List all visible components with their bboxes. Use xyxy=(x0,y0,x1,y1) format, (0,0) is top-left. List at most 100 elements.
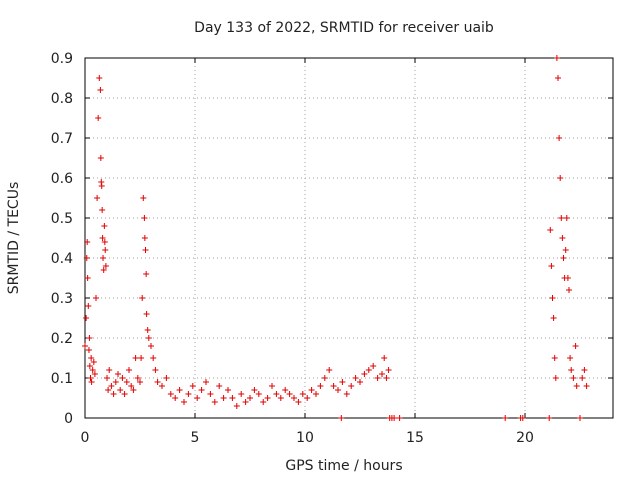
data-point xyxy=(159,383,165,389)
data-point xyxy=(108,383,115,389)
data-point xyxy=(238,391,245,397)
data-point xyxy=(549,295,556,301)
data-point xyxy=(391,415,398,421)
x-tick-label: 10 xyxy=(296,430,314,446)
data-point xyxy=(335,387,341,393)
data-point xyxy=(167,391,174,397)
data-point xyxy=(82,343,88,349)
data-point xyxy=(556,135,563,141)
data-point xyxy=(203,379,209,385)
data-point xyxy=(567,355,574,361)
data-point xyxy=(102,247,109,253)
data-point xyxy=(185,391,192,397)
data-point xyxy=(90,359,97,365)
data-point xyxy=(84,275,91,281)
data-point xyxy=(581,367,588,373)
data-point xyxy=(99,207,106,213)
data-point xyxy=(570,375,577,381)
y-tick-label: 0.2 xyxy=(51,331,73,347)
chart-title: Day 133 of 2022, SRMTID for receiver uai… xyxy=(194,20,494,36)
data-point xyxy=(568,367,575,373)
y-tick-label: 0.4 xyxy=(51,251,73,267)
tick-labels: 0 5 10 15 20 0 0.1 0.2 0.3 0.4 0.5 0.6 0.7 0.8 0.9 xyxy=(51,51,534,446)
data-point xyxy=(115,371,121,377)
data-point xyxy=(189,383,196,389)
data-point xyxy=(112,379,119,385)
data-point xyxy=(383,375,390,381)
data-point xyxy=(140,195,147,201)
data-point xyxy=(348,383,355,389)
data-point xyxy=(143,311,150,317)
data-point xyxy=(86,363,93,369)
data-point xyxy=(220,395,227,401)
data-point xyxy=(553,55,560,61)
data-point xyxy=(566,287,572,293)
data-point xyxy=(555,75,561,81)
data-point xyxy=(560,255,567,261)
grid xyxy=(85,58,613,418)
data-point xyxy=(282,387,289,393)
data-point xyxy=(550,315,557,321)
x-tick-label: 0 xyxy=(81,430,90,446)
data-point xyxy=(277,395,284,401)
data-point xyxy=(144,327,151,333)
data-point xyxy=(142,247,149,253)
data-point xyxy=(233,403,240,409)
data-point xyxy=(551,355,558,361)
data-point xyxy=(87,375,94,381)
data-point xyxy=(295,399,302,405)
data-point xyxy=(374,375,381,381)
data-point xyxy=(502,415,509,421)
data-point xyxy=(264,395,271,401)
data-point xyxy=(255,391,262,397)
data-point xyxy=(299,391,306,397)
data-point xyxy=(84,239,91,245)
data-point xyxy=(381,355,388,361)
data-point xyxy=(102,263,109,269)
data-point xyxy=(117,387,124,393)
y-tick-label: 0 xyxy=(64,411,73,427)
data-point xyxy=(88,355,95,361)
data-point xyxy=(326,367,333,373)
plot-frame xyxy=(84,57,614,419)
data-point xyxy=(357,379,363,385)
data-point xyxy=(308,387,315,393)
data-point xyxy=(130,387,137,393)
data-point xyxy=(291,395,297,401)
y-tick-label: 0.1 xyxy=(51,371,73,387)
data-point xyxy=(562,247,569,253)
data-point xyxy=(163,375,170,381)
data-point xyxy=(557,175,564,181)
data-point xyxy=(106,367,113,373)
data-point xyxy=(85,347,92,353)
data-point xyxy=(105,387,112,393)
data-point xyxy=(216,383,223,389)
data-point xyxy=(145,335,152,341)
data-point xyxy=(361,371,368,377)
y-axis-title: SRMTID / TECUs xyxy=(6,182,22,295)
data-point xyxy=(339,379,346,385)
data-point xyxy=(132,355,139,361)
data-point xyxy=(519,415,526,421)
data-points xyxy=(82,55,590,421)
data-point xyxy=(572,343,579,349)
data-point xyxy=(101,223,108,229)
data-point xyxy=(110,391,117,397)
data-point xyxy=(154,379,161,385)
data-point xyxy=(564,275,571,281)
data-point xyxy=(181,399,187,405)
data-point xyxy=(198,387,205,393)
data-point xyxy=(86,335,93,341)
data-point xyxy=(89,367,96,373)
y-tick-label: 0.9 xyxy=(51,51,73,67)
y-tick-label: 0.8 xyxy=(51,91,73,107)
data-point xyxy=(83,255,90,261)
data-point xyxy=(134,375,141,381)
data-point xyxy=(273,391,280,397)
data-point xyxy=(260,399,267,405)
data-point xyxy=(229,395,236,401)
data-point xyxy=(83,315,90,321)
data-point xyxy=(286,391,293,397)
data-point xyxy=(313,391,319,397)
